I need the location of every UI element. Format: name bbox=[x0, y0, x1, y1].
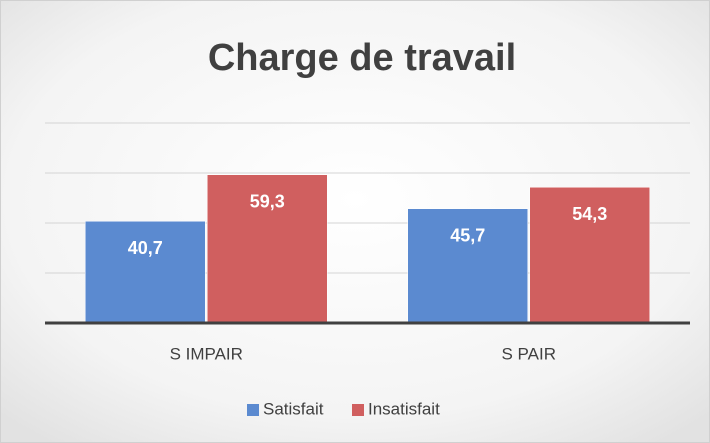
bar bbox=[529, 187, 650, 324]
x-tick-label: S PAIR bbox=[502, 344, 556, 363]
bar bbox=[407, 208, 528, 324]
legend-label: Insatisfait bbox=[368, 399, 440, 418]
bar bbox=[207, 174, 328, 324]
legend-label: Satisfait bbox=[263, 399, 324, 418]
legend-swatch bbox=[352, 404, 364, 416]
data-label: 59,3 bbox=[250, 192, 285, 212]
data-label: 45,7 bbox=[450, 226, 485, 246]
legend-swatch bbox=[247, 404, 259, 416]
x-tick-label: S IMPAIR bbox=[170, 344, 243, 363]
chart-title: Charge de travail bbox=[208, 37, 516, 79]
bar bbox=[85, 221, 206, 324]
data-label: 40,7 bbox=[128, 238, 163, 258]
data-label: 54,3 bbox=[572, 204, 607, 224]
